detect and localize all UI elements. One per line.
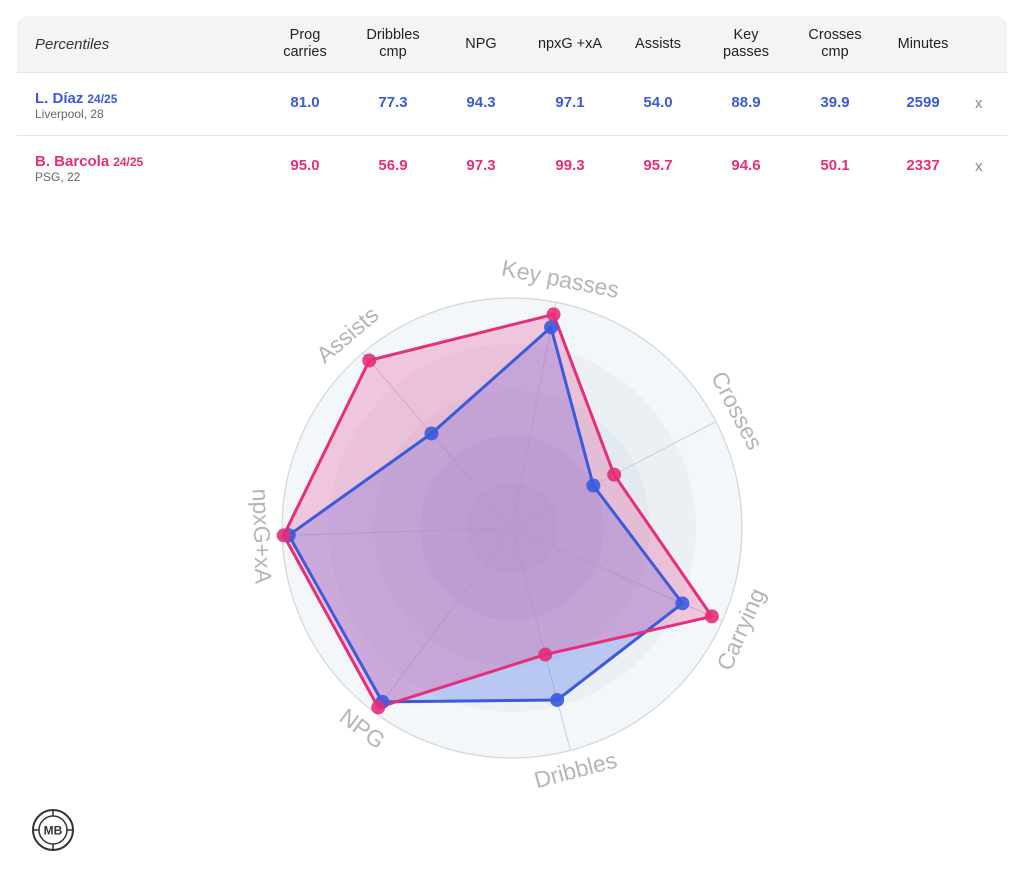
player-team: PSG, 22	[35, 170, 81, 184]
value-cell: 95.0	[290, 157, 320, 174]
axis-label: npxG+xA	[247, 488, 276, 585]
data-point[interactable]	[544, 320, 559, 335]
col-label: NPG	[465, 35, 497, 52]
axis-label: Key passes	[500, 255, 622, 303]
data-point[interactable]	[276, 528, 291, 543]
radar-spoke	[511, 302, 557, 529]
col-label: Key	[733, 27, 759, 43]
player-row-diaz: L. Díaz 24/25 Liverpool, 28 81.0 77.3 94.…	[17, 73, 1007, 136]
player-season: 24/25	[113, 155, 144, 169]
player-name[interactable]: L. Díaz 24/25	[35, 90, 117, 107]
col-assists[interactable]: Assists	[613, 16, 703, 72]
data-point[interactable]	[538, 647, 553, 662]
series-line	[282, 312, 714, 709]
player-name-text: B. Barcola	[35, 153, 110, 170]
value-cell: 95.7	[643, 157, 673, 174]
data-point[interactable]	[362, 353, 377, 368]
player-season: 24/25	[87, 92, 118, 106]
col-minutes[interactable]: Minutes	[878, 16, 968, 72]
data-point[interactable]	[550, 692, 565, 707]
col-key-passes[interactable]: Key passes	[701, 16, 791, 72]
player-row-barcola: B. Barcola 24/25 PSG, 22 95.0 56.9 97.3 9…	[17, 136, 1007, 198]
data-point[interactable]	[546, 307, 561, 322]
value-cell: 94.6	[731, 157, 761, 174]
col-dribbles-cmp[interactable]: Dribbles cmp	[348, 16, 438, 72]
value-cell: 81.0	[290, 94, 320, 111]
value-cell: 99.3	[555, 157, 585, 174]
value-cell: 54.0	[643, 94, 673, 111]
col-label: cmp	[379, 44, 407, 60]
series-area	[283, 314, 712, 708]
logo-text: MB	[44, 824, 63, 838]
value-cell: 56.9	[378, 157, 408, 174]
col-label: carries	[283, 44, 327, 60]
col-crosses-cmp[interactable]: Crosses cmp	[790, 16, 880, 72]
player-team: Liverpool, 28	[35, 107, 104, 121]
col-npg[interactable]: NPG	[436, 16, 526, 72]
player-name[interactable]: B. Barcola 24/25	[35, 153, 143, 170]
table-header: Percentiles Prog carries Dribbles cmp NPG …	[17, 16, 1007, 73]
value-cell: 39.9	[820, 94, 850, 111]
value-cell: 94.3	[466, 94, 496, 111]
remove-player-button[interactable]: x	[975, 158, 983, 175]
col-label: npxG +xA	[537, 35, 603, 52]
value-cell: 50.1	[820, 157, 850, 174]
player-name-text: L. Díaz	[35, 90, 84, 107]
col-label: Minutes	[897, 35, 949, 52]
col-label: cmp	[821, 44, 849, 60]
col-label: Assists	[635, 35, 681, 52]
value-cell: 77.3	[378, 94, 408, 111]
value-cell: 97.3	[466, 157, 496, 174]
data-point[interactable]	[371, 700, 386, 715]
mb-logo: MB	[32, 809, 74, 851]
value-cell: 2599	[906, 94, 940, 111]
radar-outline	[281, 297, 743, 759]
value-cell: 97.1	[555, 94, 585, 111]
comparison-table: Percentiles Prog carries Dribbles cmp NPG …	[17, 16, 1007, 198]
value-cell: 88.9	[731, 94, 761, 111]
radar-spoke	[374, 527, 513, 713]
radar-spoke	[362, 352, 513, 529]
percentiles-label: Percentiles	[35, 36, 110, 53]
series-line	[287, 325, 684, 704]
data-point[interactable]	[607, 467, 622, 482]
data-point[interactable]	[704, 609, 719, 624]
series-area	[288, 327, 683, 702]
col-npxg-xa[interactable]: npxG +xA	[525, 16, 615, 72]
col-label: Dribbles	[366, 27, 420, 43]
data-point[interactable]	[586, 478, 601, 493]
value-cell: 2337	[906, 157, 940, 174]
radar-spoke	[282, 527, 513, 536]
data-point[interactable]	[424, 426, 439, 441]
remove-player-button[interactable]: x	[975, 95, 983, 112]
radar-chart: Key passesCrossesCarryingDribblesNPGnpxG…	[247, 255, 770, 794]
col-label: passes	[723, 44, 769, 60]
radar-spoke	[511, 527, 571, 751]
col-prog-carries[interactable]: Prog carries	[260, 16, 350, 72]
col-label: Crosses	[808, 27, 862, 43]
data-point[interactable]	[675, 596, 690, 611]
col-label: Prog	[289, 27, 321, 43]
